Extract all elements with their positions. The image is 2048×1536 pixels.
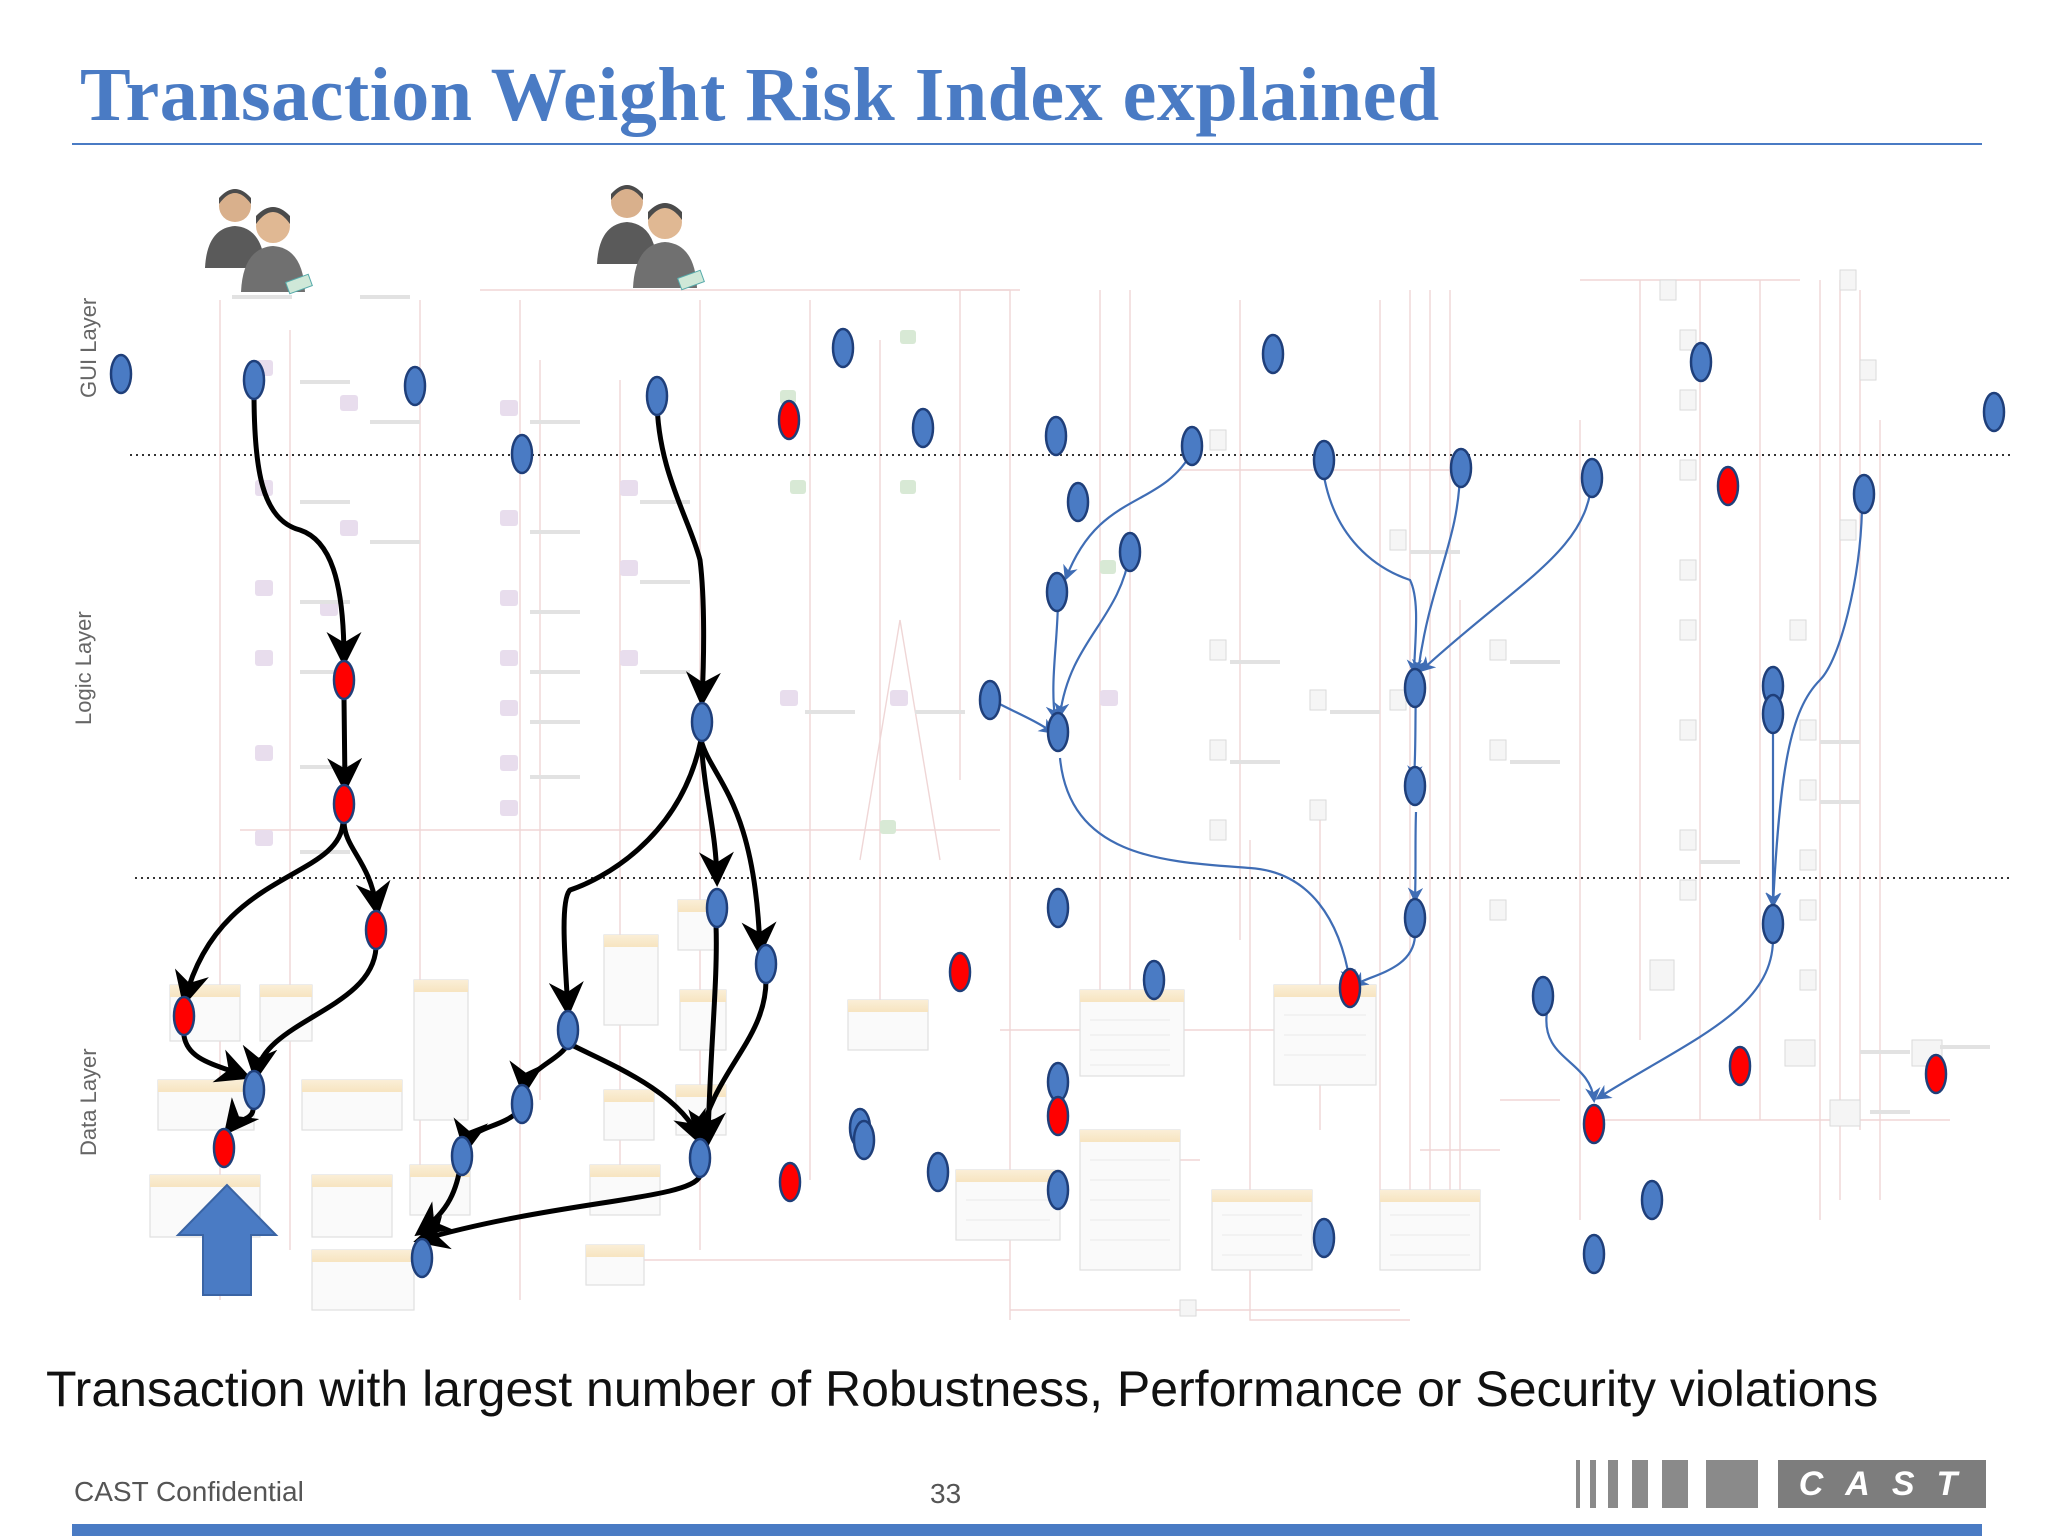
footer-confidential: CAST Confidential bbox=[74, 1476, 304, 1507]
component-node bbox=[1403, 897, 1427, 939]
component-node bbox=[1142, 959, 1166, 1001]
slide-caption: Transaction with largest number of Robus… bbox=[46, 1361, 1879, 1417]
component-node bbox=[1046, 887, 1070, 929]
component-node bbox=[1689, 341, 1713, 383]
component-node bbox=[645, 375, 669, 417]
component-node bbox=[1045, 571, 1069, 613]
component-node bbox=[852, 1119, 876, 1161]
violation-node bbox=[1046, 1095, 1070, 1137]
cast-logo-text: CAST bbox=[1778, 1460, 1986, 1508]
component-node bbox=[1640, 1179, 1664, 1221]
component-node bbox=[690, 701, 714, 743]
component-node bbox=[1312, 439, 1336, 481]
component-node bbox=[1044, 415, 1068, 457]
transaction-nodes bbox=[109, 327, 2006, 1279]
users-icon bbox=[205, 189, 313, 295]
component-node bbox=[754, 943, 778, 985]
component-node bbox=[705, 887, 729, 929]
component-node bbox=[1761, 903, 1785, 945]
violation-node bbox=[778, 1161, 802, 1203]
violation-node bbox=[1728, 1045, 1752, 1087]
component-node bbox=[403, 365, 427, 407]
component-node bbox=[1449, 447, 1473, 489]
footer-bar bbox=[72, 1524, 1982, 1536]
page-number: 33 bbox=[930, 1478, 962, 1509]
violation-node bbox=[1924, 1053, 1948, 1095]
component-node bbox=[510, 433, 534, 475]
component-node bbox=[242, 1069, 266, 1111]
component-node bbox=[688, 1137, 712, 1179]
component-node bbox=[410, 1237, 434, 1279]
transaction-diagram bbox=[109, 185, 2010, 1321]
component-node bbox=[1066, 481, 1090, 523]
violation-node bbox=[1582, 1103, 1606, 1145]
violation-node bbox=[1338, 967, 1362, 1009]
component-node bbox=[1852, 473, 1876, 515]
component-node bbox=[1580, 457, 1604, 499]
slide-title: Transaction Weight Risk Index explained bbox=[80, 53, 1440, 137]
violation-node bbox=[777, 399, 801, 441]
component-node bbox=[242, 359, 266, 401]
users-icon bbox=[597, 185, 705, 291]
component-node bbox=[1046, 1061, 1070, 1103]
component-node bbox=[926, 1151, 950, 1193]
component-node bbox=[450, 1135, 474, 1177]
violation-node bbox=[948, 951, 972, 993]
component-node bbox=[109, 353, 133, 395]
violation-node bbox=[1716, 465, 1740, 507]
highlighted-transaction-edges bbox=[174, 389, 777, 1250]
component-node bbox=[1403, 667, 1427, 709]
component-node bbox=[1180, 425, 1204, 467]
component-node bbox=[1403, 765, 1427, 807]
title-rule bbox=[72, 143, 1982, 145]
component-node bbox=[1261, 333, 1285, 375]
component-node bbox=[1531, 975, 1555, 1017]
violation-node bbox=[364, 909, 388, 951]
component-node bbox=[510, 1083, 534, 1125]
component-node bbox=[911, 407, 935, 449]
component-node bbox=[1046, 1169, 1070, 1211]
component-node bbox=[831, 327, 855, 369]
component-node bbox=[1118, 531, 1142, 573]
violation-node bbox=[212, 1127, 236, 1169]
component-node bbox=[1046, 711, 1070, 753]
up-arrow-icon bbox=[175, 1183, 279, 1296]
violation-node bbox=[172, 995, 196, 1037]
component-node bbox=[1312, 1217, 1336, 1259]
violation-node bbox=[332, 783, 356, 825]
component-node bbox=[1761, 693, 1785, 735]
violation-node bbox=[332, 659, 356, 701]
component-node bbox=[556, 1009, 580, 1051]
component-node bbox=[978, 679, 1002, 721]
cast-logo: CAST bbox=[1576, 1460, 1986, 1510]
component-node bbox=[1582, 1233, 1606, 1275]
component-node bbox=[1982, 391, 2006, 433]
